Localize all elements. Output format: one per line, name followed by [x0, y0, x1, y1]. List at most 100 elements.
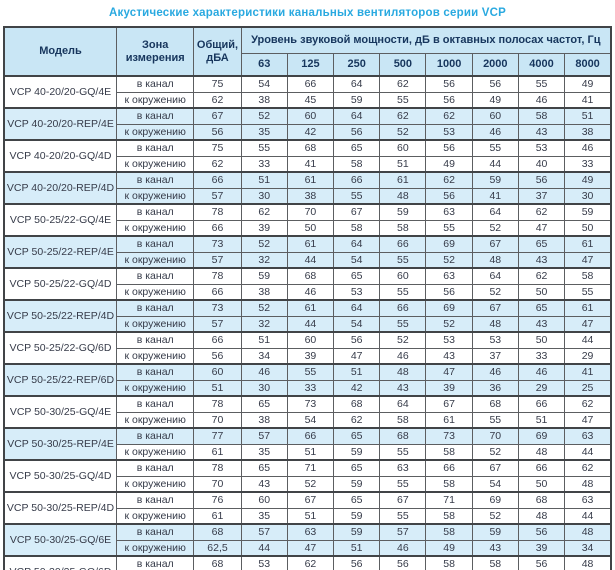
total-dba-cell: 68: [193, 523, 242, 541]
band-value-cell: 41: [471, 187, 519, 205]
band-value-cell: 71: [425, 491, 473, 509]
band-value-cell: 59: [333, 507, 381, 525]
band-value-cell: 59: [333, 91, 381, 109]
total-dba-cell: 78: [193, 203, 242, 221]
zone-cell: к окружению: [116, 123, 195, 141]
band-value-cell: 55: [240, 139, 288, 157]
band-value-cell: 48: [379, 187, 427, 205]
band-value-cell: 44: [286, 315, 335, 333]
band-value-cell: 53: [240, 555, 288, 570]
band-value-cell: 56: [425, 283, 473, 301]
band-value-cell: 52: [240, 235, 288, 253]
band-value-cell: 54: [240, 75, 288, 93]
model-cell: VCP 50-25/22-REP/4E: [3, 235, 118, 269]
band-value-cell: 59: [333, 443, 381, 461]
band-value-cell: 61: [379, 171, 427, 189]
band-value-cell: 51: [240, 331, 288, 349]
band-value-cell: 33: [564, 155, 612, 173]
band-value-cell: 53: [517, 139, 566, 157]
band-value-cell: 47: [333, 347, 381, 365]
table-row: VCP 40-20/20-REP/4D в канал 66 51 61 66 61 62 59…: [3, 171, 612, 205]
zone-cell: к окружению: [116, 539, 195, 557]
total-dba-cell: 73: [193, 235, 242, 253]
band-value-cell: 56: [425, 91, 473, 109]
band-value-cell: 43: [379, 379, 427, 397]
table-row: к окружению 62,5 44 47 51 46 49 43 39 34: [4, 539, 612, 557]
band-value-cell: 30: [240, 187, 288, 205]
band-value-cell: 51: [564, 107, 612, 125]
band-value-cell: 58: [564, 267, 612, 285]
band-value-cell: 50: [564, 219, 612, 237]
zone-cell: в канал: [116, 459, 195, 477]
band-value-cell: 59: [379, 203, 427, 221]
band-value-cell: 39: [517, 539, 566, 557]
band-value-cell: 49: [564, 75, 612, 93]
band-value-cell: 53: [425, 331, 473, 349]
band-value-cell: 48: [471, 251, 519, 269]
col-header-band-63: 63: [240, 53, 288, 77]
band-value-cell: 35: [240, 507, 288, 525]
col-header-band-2000: 2000: [471, 53, 519, 77]
model-cell: VCP 50-30/25-REP/4D: [3, 491, 118, 525]
band-value-cell: 43: [517, 315, 566, 333]
band-value-cell: 55: [564, 283, 612, 301]
band-value-cell: 38: [240, 283, 288, 301]
band-value-cell: 65: [333, 139, 381, 157]
band-value-cell: 65: [517, 235, 566, 253]
model-cell: VCP 50-25/22-REP/4D: [3, 299, 118, 333]
band-value-cell: 56: [425, 187, 473, 205]
zone-cell: в канал: [116, 235, 195, 253]
band-value-cell: 67: [471, 235, 519, 253]
band-value-cell: 68: [517, 491, 566, 509]
band-value-cell: 65: [240, 459, 288, 477]
band-value-cell: 52: [240, 299, 288, 317]
band-value-cell: 33: [517, 347, 566, 365]
band-value-cell: 55: [379, 475, 427, 493]
band-value-cell: 62: [425, 171, 473, 189]
band-value-cell: 66: [425, 459, 473, 477]
band-value-cell: 64: [333, 235, 381, 253]
band-value-cell: 56: [379, 555, 427, 570]
band-value-cell: 50: [517, 283, 566, 301]
zone-cell: к окружению: [116, 251, 195, 269]
band-value-cell: 56: [517, 523, 566, 541]
total-dba-cell: 57: [193, 315, 242, 333]
band-value-cell: 55: [471, 411, 519, 429]
band-value-cell: 58: [425, 555, 473, 570]
band-value-cell: 59: [333, 475, 381, 493]
band-value-cell: 40: [517, 155, 566, 173]
band-value-cell: 66: [379, 299, 427, 317]
band-value-cell: 30: [240, 379, 288, 397]
total-dba-cell: 56: [193, 347, 242, 365]
table-row: VCP 50-25/22-GQ/6D в канал 66 51 60 56 52 53 53 5…: [3, 331, 612, 365]
band-value-cell: 67: [286, 491, 335, 509]
table-row: к окружению 61 35 51 59 55 58 52 48 44: [4, 507, 612, 525]
total-dba-cell: 66: [193, 171, 242, 189]
band-value-cell: 62: [240, 203, 288, 221]
band-value-cell: 51: [286, 443, 335, 461]
band-value-cell: 25: [564, 379, 612, 397]
zone-cell: к окружению: [116, 443, 195, 461]
band-value-cell: 39: [240, 219, 288, 237]
table-row: к окружению 70 43 52 59 55 58 54 50 48: [4, 475, 612, 493]
band-value-cell: 47: [564, 251, 612, 269]
band-value-cell: 70: [286, 203, 335, 221]
table-row: к окружению 56 35 42 56 52 53 46 43 38: [4, 123, 612, 141]
band-value-cell: 46: [517, 91, 566, 109]
band-value-cell: 44: [564, 507, 612, 525]
total-dba-cell: 78: [193, 459, 242, 477]
band-value-cell: 60: [471, 107, 519, 125]
band-value-cell: 49: [471, 91, 519, 109]
band-value-cell: 47: [564, 411, 612, 429]
table-row: VCP 50-25/22-GQ/4D в канал 78 59 68 65 60 63 64 6…: [3, 267, 612, 301]
band-value-cell: 50: [517, 331, 566, 349]
band-value-cell: 48: [564, 475, 612, 493]
zone-cell: к окружению: [116, 155, 195, 173]
zone-cell: к окружению: [116, 219, 195, 237]
band-value-cell: 35: [240, 443, 288, 461]
band-value-cell: 63: [564, 427, 612, 445]
total-dba-cell: 78: [193, 395, 242, 413]
table-row: к окружению 51 30 33 42 43 39 36 29 25: [4, 379, 612, 397]
band-value-cell: 33: [286, 379, 335, 397]
zone-cell: к окружению: [116, 91, 195, 109]
